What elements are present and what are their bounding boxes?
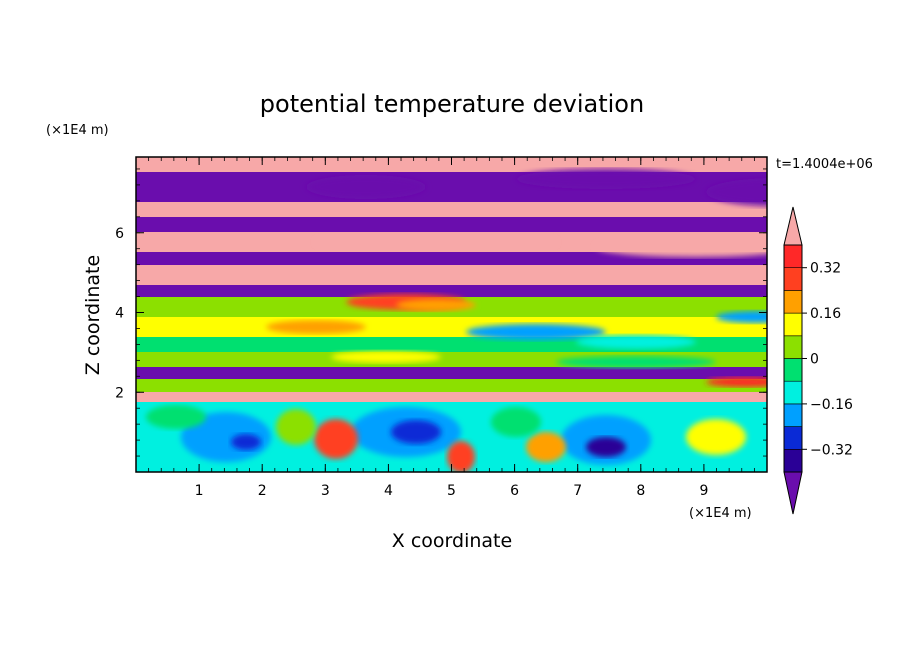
- field-blob: [706, 178, 767, 206]
- x-tick-label: 7: [573, 483, 582, 499]
- colorbar-tick-label: −0.16: [810, 397, 853, 413]
- field-band: [136, 217, 767, 232]
- field-blob: [556, 356, 716, 368]
- colorbar-swatch: [783, 403, 803, 427]
- field-blob: [391, 420, 441, 444]
- colorbar-swatch: [783, 426, 803, 450]
- field-blob: [586, 437, 626, 457]
- colorbar-tick-label: 0.32: [810, 261, 841, 277]
- colorbar-swatch: [783, 290, 803, 314]
- y-tick-label: 2: [115, 385, 124, 401]
- heatmap-field: [136, 157, 767, 472]
- field-band: [136, 367, 767, 379]
- field-blob: [491, 407, 541, 437]
- field-blob: [266, 320, 366, 334]
- x-axis: 1 2 3 4 5 6 7 8 9: [148, 157, 768, 499]
- field-blob: [276, 409, 316, 445]
- field-blob: [596, 237, 767, 257]
- field-blob: [314, 419, 358, 459]
- field-blob: [526, 432, 566, 462]
- x-tick-label: 1: [195, 483, 204, 499]
- colorbar-extend-high: [783, 206, 803, 246]
- field-blob: [231, 434, 261, 450]
- field-blob: [306, 175, 426, 199]
- x-tick-label: 8: [636, 483, 645, 499]
- field-blob: [331, 351, 441, 363]
- colorbar-swatch: [783, 380, 803, 405]
- y-axis-label: Z coordinate: [82, 255, 104, 375]
- colorbar-swatch: [783, 448, 803, 473]
- chart-title: potential temperature deviation: [260, 90, 644, 118]
- y-tick-label: 4: [115, 306, 124, 322]
- colorbar-swatch: [783, 267, 803, 291]
- field-band: [136, 202, 767, 217]
- x-tick-label: 5: [447, 483, 456, 499]
- y-tick-label: 6: [115, 226, 124, 242]
- field-blob: [447, 441, 475, 472]
- x-tick-label: 9: [699, 483, 708, 499]
- field-blob: [706, 377, 767, 387]
- colorbar-swatch: [783, 312, 803, 337]
- field-blob: [576, 335, 696, 349]
- x-tick-label: 6: [510, 483, 519, 499]
- x-tick-label: 2: [258, 483, 267, 499]
- field-band: [136, 285, 767, 297]
- colorbar-swatch: [783, 244, 803, 269]
- colorbar-tick-label: 0: [810, 352, 819, 368]
- time-label: t=1.4004e+06: [776, 157, 873, 172]
- field-blob: [516, 169, 696, 189]
- field-blob: [146, 405, 206, 429]
- x-tick-label: 4: [384, 483, 393, 499]
- colorbar-swatch: [783, 358, 803, 382]
- field-band: [136, 252, 767, 265]
- y-axis: 2 4 6: [115, 168, 767, 457]
- colorbar-extend-low: [783, 471, 803, 515]
- field-blob: [396, 299, 476, 311]
- colorbar-swatch: [783, 335, 803, 359]
- colorbar-tick-label: −0.32: [810, 442, 853, 458]
- y-unit-label: (×1E4 m): [46, 123, 109, 138]
- field-blob: [316, 234, 556, 250]
- field-band: [136, 379, 767, 392]
- colorbar-tick-label: 0.16: [810, 306, 841, 322]
- x-axis-label: X coordinate: [392, 530, 512, 552]
- x-unit-label: (×1E4 m): [689, 506, 752, 521]
- field-band: [136, 392, 767, 402]
- colorbar: 0.32 0.16 0 −0.16 −0.32: [783, 206, 853, 515]
- x-tick-label: 3: [321, 483, 330, 499]
- field-band: [136, 265, 767, 285]
- field-blob: [716, 311, 767, 323]
- field-blob: [466, 324, 606, 340]
- field-blob: [686, 419, 746, 455]
- field-band: [136, 317, 767, 337]
